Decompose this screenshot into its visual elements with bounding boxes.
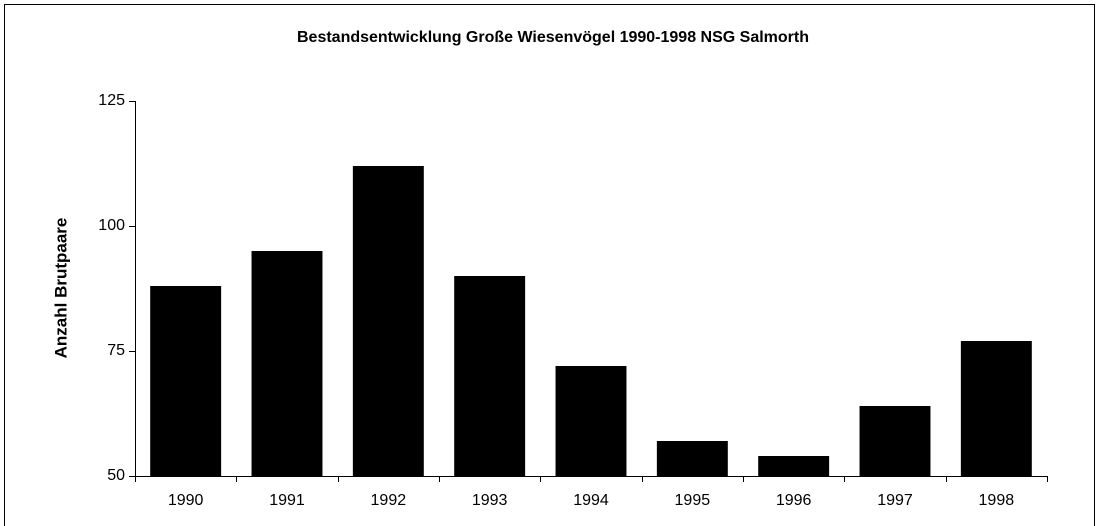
x-tick-label: 1998 (979, 492, 1015, 509)
y-tick-label: 100 (98, 217, 125, 234)
x-tick-label: 1996 (776, 492, 812, 509)
x-tick-label: 1992 (371, 492, 407, 509)
y-axis-label: Anzahl Brutpaare (51, 218, 70, 359)
x-tick-label: 1990 (168, 492, 204, 509)
x-tick-label: 1995 (675, 492, 711, 509)
x-tick-label: 1997 (877, 492, 913, 509)
y-tick-label: 50 (107, 467, 125, 484)
bar (454, 276, 526, 476)
bar (859, 406, 931, 476)
x-tick-label: 1993 (472, 492, 508, 509)
x-tick-label: 1994 (573, 492, 609, 509)
y-tick-label: 125 (98, 92, 125, 109)
x-tick-label: 1991 (269, 492, 305, 509)
bar (150, 286, 222, 476)
bar (656, 441, 728, 476)
bar (251, 251, 323, 476)
y-tick-label: 75 (107, 342, 125, 359)
bar (758, 456, 830, 476)
chart-title: Bestandsentwicklung Große Wiesenvögel 19… (297, 29, 809, 46)
bar (352, 166, 424, 476)
bar (555, 366, 627, 476)
bar (960, 341, 1032, 476)
